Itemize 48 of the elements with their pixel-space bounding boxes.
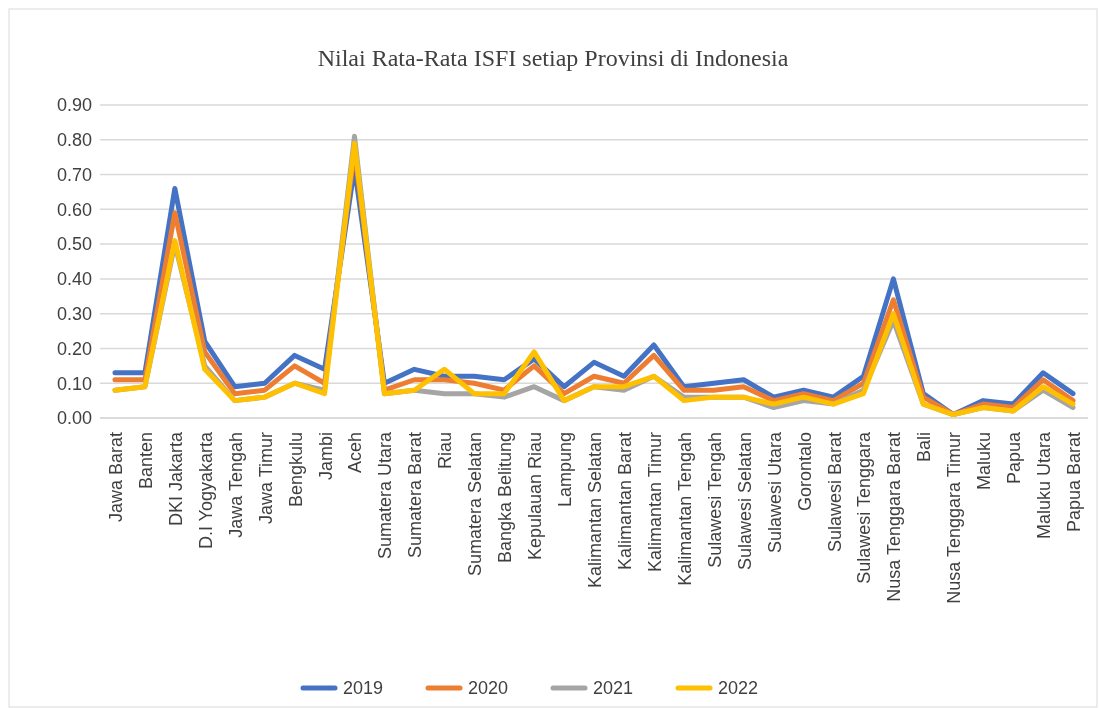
x-tick-label: Aceh (345, 432, 366, 474)
x-tick-label: Sumatera Selatan (465, 432, 486, 577)
y-tick-label: 0.30 (56, 303, 92, 324)
y-tick-label: 0.00 (56, 408, 92, 429)
x-tick-label: Sulawesi Tengah (704, 432, 725, 568)
x-tick-label: Jawa Tengah (225, 432, 246, 538)
legend-label: 2020 (468, 678, 509, 699)
y-tick-label: 0.20 (56, 338, 92, 359)
x-tick-label: Bali (914, 432, 935, 463)
x-tick-label: Sulawesi Tenggara (854, 431, 875, 584)
y-tick-label: 0.70 (56, 164, 92, 185)
y-tick-label: 0.10 (56, 373, 92, 394)
legend-label: 2022 (718, 678, 759, 699)
y-tick-label: 0.80 (56, 130, 92, 151)
x-tick-label: Kalimantan Timur (644, 432, 665, 573)
x-tick-label: Sulawesi Utara (764, 431, 785, 554)
x-tick-label: Kalimantan Tengah (674, 432, 695, 586)
x-tick-label: Bangka Belitung (495, 432, 516, 564)
x-tick-label: DKI Jakarta (165, 431, 186, 527)
x-tick-label: Kalimantan Selatan (585, 432, 605, 589)
y-tick-label: 0.60 (56, 199, 92, 220)
x-tick-label: Kepulauan Riau (525, 432, 546, 561)
x-tick-label: Papua (1004, 431, 1025, 485)
x-tick-label: Banten (135, 432, 156, 490)
x-tick-label: Sumatera Barat (405, 432, 426, 559)
x-tick-label: Kalimantan Barat (614, 432, 635, 571)
x-tick-label: Jawa Timur (255, 432, 276, 525)
x-tick-label: Gorontalo (794, 432, 815, 512)
x-tick-label: Maluku (974, 432, 995, 491)
x-tick-label: D.I Yogyakarta (195, 431, 216, 550)
x-tick-label: Nusa Tenggara Barat (884, 432, 905, 602)
chart-title: Nilai Rata-Rata ISFI setiap Provinsi di Indonesia (317, 45, 789, 71)
x-tick-label: Maluku Utara (1034, 431, 1055, 540)
x-tick-label: Nusa Tenggara Timur (944, 432, 965, 604)
legend-label: 2021 (593, 678, 634, 699)
x-tick-label: Jawa Barat (105, 432, 126, 523)
x-tick-label: Sumatera Utara (375, 431, 396, 560)
x-tick-label: Bengkulu (285, 432, 306, 508)
legend-label: 2019 (343, 678, 384, 699)
y-tick-label: 0.40 (56, 269, 92, 290)
x-tick-label: Sulawesi Barat (824, 432, 845, 553)
x-tick-label: Riau (435, 432, 456, 470)
x-tick-label: Jambi (315, 432, 336, 481)
x-tick-label: Sulawesi Selatan (734, 432, 755, 571)
y-tick-label: 0.50 (56, 234, 92, 255)
x-tick-label: Papua Barat (1064, 432, 1085, 533)
x-tick-label: Lampung (555, 432, 576, 508)
y-tick-label: 0.90 (56, 95, 92, 116)
